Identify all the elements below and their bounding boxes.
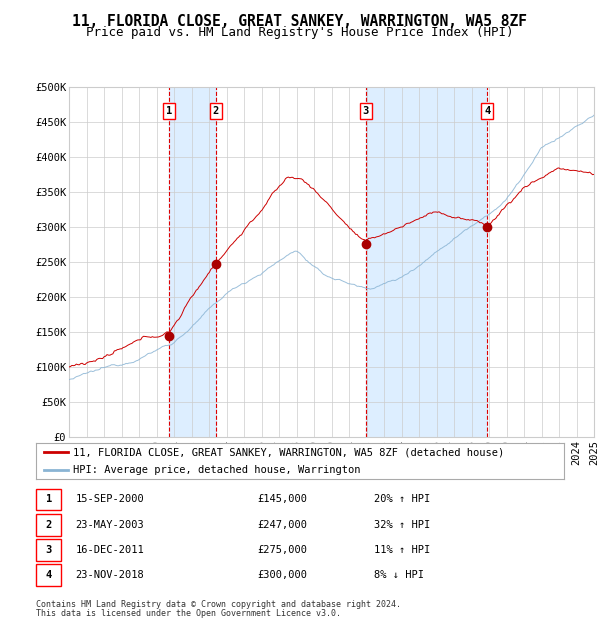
FancyBboxPatch shape xyxy=(36,564,61,586)
Text: HPI: Average price, detached house, Warrington: HPI: Average price, detached house, Warr… xyxy=(73,466,361,476)
FancyBboxPatch shape xyxy=(36,489,61,510)
Text: 23-MAY-2003: 23-MAY-2003 xyxy=(76,520,145,529)
Text: 11, FLORIDA CLOSE, GREAT SANKEY, WARRINGTON, WA5 8ZF (detached house): 11, FLORIDA CLOSE, GREAT SANKEY, WARRING… xyxy=(73,448,504,458)
Bar xyxy=(366,87,487,437)
Text: Price paid vs. HM Land Registry's House Price Index (HPI): Price paid vs. HM Land Registry's House … xyxy=(86,26,514,39)
Text: 2: 2 xyxy=(46,520,52,529)
Text: 3: 3 xyxy=(362,106,369,117)
Text: 15-SEP-2000: 15-SEP-2000 xyxy=(76,494,145,505)
FancyBboxPatch shape xyxy=(36,514,61,536)
Text: 20% ↑ HPI: 20% ↑ HPI xyxy=(374,494,430,505)
FancyBboxPatch shape xyxy=(36,539,61,560)
Text: £145,000: £145,000 xyxy=(258,494,308,505)
Text: £247,000: £247,000 xyxy=(258,520,308,529)
Text: Contains HM Land Registry data © Crown copyright and database right 2024.: Contains HM Land Registry data © Crown c… xyxy=(36,600,401,609)
Bar xyxy=(169,87,216,437)
Text: 8% ↓ HPI: 8% ↓ HPI xyxy=(374,570,424,580)
Text: £275,000: £275,000 xyxy=(258,545,308,555)
Text: 3: 3 xyxy=(46,545,52,555)
Text: 4: 4 xyxy=(484,106,490,117)
Text: 11% ↑ HPI: 11% ↑ HPI xyxy=(374,545,430,555)
Text: 4: 4 xyxy=(46,570,52,580)
Text: 23-NOV-2018: 23-NOV-2018 xyxy=(76,570,145,580)
Text: 1: 1 xyxy=(46,494,52,505)
Text: 11, FLORIDA CLOSE, GREAT SANKEY, WARRINGTON, WA5 8ZF: 11, FLORIDA CLOSE, GREAT SANKEY, WARRING… xyxy=(73,14,527,29)
Text: 1: 1 xyxy=(166,106,172,117)
Text: 32% ↑ HPI: 32% ↑ HPI xyxy=(374,520,430,529)
Text: £300,000: £300,000 xyxy=(258,570,308,580)
Text: This data is licensed under the Open Government Licence v3.0.: This data is licensed under the Open Gov… xyxy=(36,609,341,618)
Text: 2: 2 xyxy=(213,106,219,117)
Text: 16-DEC-2011: 16-DEC-2011 xyxy=(76,545,145,555)
